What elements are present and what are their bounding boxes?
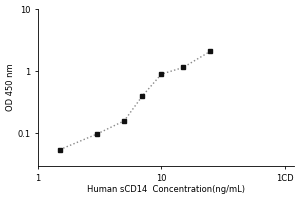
Y-axis label: OD 450 nm: OD 450 nm [6, 64, 15, 111]
X-axis label: Human sCD14  Concentration(ng/mL): Human sCD14 Concentration(ng/mL) [87, 185, 245, 194]
